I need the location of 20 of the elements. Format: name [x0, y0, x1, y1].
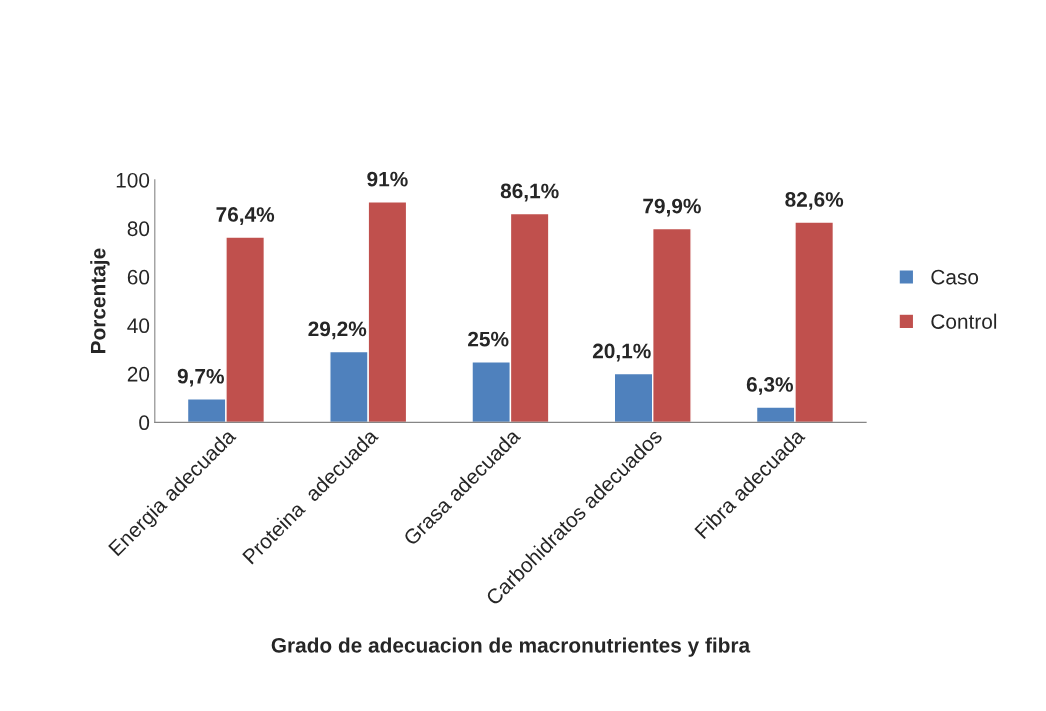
y-tick-label: 0 — [139, 415, 150, 431]
data-label: 20,1% — [592, 343, 651, 362]
legend-label: Caso — [931, 269, 979, 285]
legend-label: Control — [931, 313, 997, 329]
y-axis-title: Porcentaje — [90, 248, 110, 353]
y-tick-label: 20 — [127, 366, 150, 382]
y-tick-label: 60 — [127, 269, 150, 285]
y-tick-label: 80 — [127, 221, 150, 237]
y-tick-label: 100 — [116, 172, 150, 188]
data-label: 79,9% — [643, 198, 701, 217]
y-tick-label: 40 — [127, 318, 150, 334]
data-label: 25% — [468, 331, 509, 347]
data-label: 82,6% — [785, 192, 844, 210]
data-label: 9,7% — [177, 368, 224, 387]
data-label: 91% — [367, 171, 408, 187]
x-axis-title: Grado de adecuacion de macronutrientes y fibra — [271, 637, 751, 657]
data-label: 86,1% — [500, 183, 559, 202]
data-label: 76,4% — [216, 207, 275, 225]
data-label: 29,2% — [308, 321, 367, 340]
data-label: 6,3% — [746, 377, 793, 395]
